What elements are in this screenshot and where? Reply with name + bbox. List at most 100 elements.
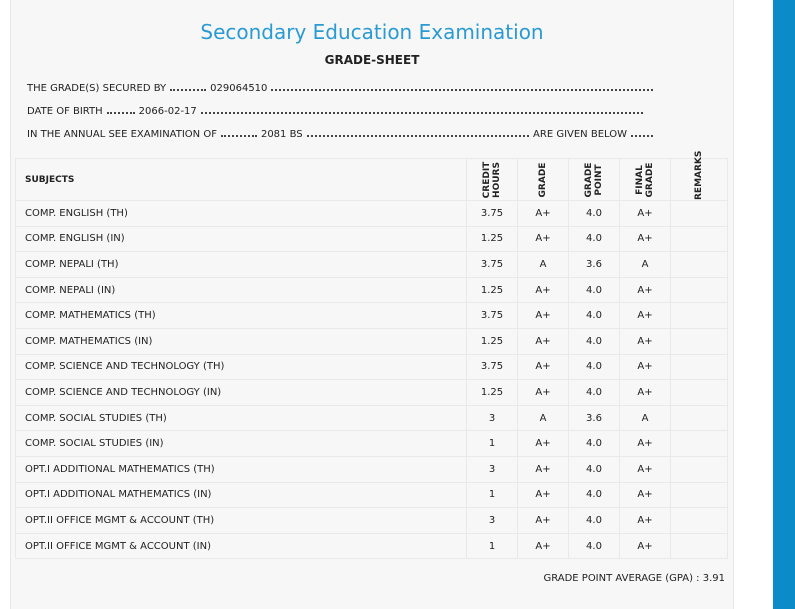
column-header-cell: FINAL GRADE: [619, 158, 671, 201]
cell: A: [619, 404, 671, 432]
row: COMP. SCIENCE AND TECHNOLOGY (TH) 3.75 A+ 4…: [15, 353, 728, 381]
cell: 4.0: [568, 302, 620, 329]
row: COMP. SOCIAL STUDIES (IN) 1 A+ 4.0 A+: [15, 430, 728, 457]
cell: A+: [517, 276, 569, 304]
cell: 3.6: [568, 251, 620, 278]
cell: 4.0: [568, 327, 620, 355]
column-header-cell: GRADE POINT: [568, 158, 620, 201]
cell: A+: [619, 302, 671, 329]
side-bar: [773, 0, 795, 609]
suffix: ARE GIVEN BELOW: [533, 129, 627, 140]
column-header-cell: REMARKS: [670, 150, 728, 201]
subject: COMP. MATHEMATICS (IN): [15, 327, 467, 355]
gpa-value: 3.91: [702, 573, 725, 584]
cell: 3: [466, 455, 518, 483]
row: COMP. MATHEMATICS (TH) 3.75 A+ 4.0 A+: [15, 302, 728, 329]
cell: 4.0: [568, 455, 620, 483]
remarks-cell: [670, 379, 728, 406]
remarks-cell: [670, 507, 728, 534]
row: OPT.I ADDITIONAL MATHEMATICS (IN) 1 A+ 4.0 A…: [15, 481, 728, 509]
cell: A+: [619, 200, 671, 227]
row: COMP. SCIENCE AND TECHNOLOGY (IN) 1.25 A+ 4…: [15, 379, 728, 406]
cell: 3: [466, 404, 518, 432]
label: IN THE ANNUAL SEE EXAMINATION OF: [27, 129, 217, 140]
remarks-cell: [670, 251, 728, 278]
cell: 4.0: [568, 430, 620, 457]
cell: 3: [466, 507, 518, 534]
cell: A+: [517, 455, 569, 483]
row: COMP. MATHEMATICS (IN) 1.25 A+ 4.0 A+: [15, 327, 728, 355]
remarks-cell: [670, 353, 728, 381]
remarks-cell: [670, 276, 728, 304]
info-line: DATE OF BIRTH 2066-02-17: [27, 103, 647, 117]
remarks-cell: [670, 532, 728, 560]
row: OPT.I ADDITIONAL MATHEMATICS (TH) 3 A+ 4.0 A…: [15, 455, 728, 483]
cell: 4.0: [568, 225, 620, 253]
cell: 1: [466, 532, 518, 560]
column-header: REMARKS: [694, 150, 704, 200]
cell: A+: [619, 532, 671, 560]
label: THE GRADE(S) SECURED BY: [27, 83, 167, 94]
grade-sheet: Secondary Education Examination GRADE-SH…: [10, 0, 734, 609]
cell: 3.75: [466, 251, 518, 278]
cell: 1: [466, 430, 518, 457]
subject: COMP. MATHEMATICS (TH): [15, 302, 467, 329]
cell: 4.0: [568, 200, 620, 227]
row: OPT.II OFFICE MGMT & ACCOUNT (IN) 1 A+ 4.0 A…: [15, 532, 728, 560]
cell: A+: [619, 430, 671, 457]
subject: COMP. NEPALI (TH): [15, 251, 467, 278]
cell: 4.0: [568, 532, 620, 560]
cell: 1.25: [466, 225, 518, 253]
column-header-cell: GRADE: [517, 158, 569, 201]
column-header: FINAL GRADE: [635, 162, 655, 197]
subject: OPT.I ADDITIONAL MATHEMATICS (TH): [15, 455, 467, 483]
info-line: IN THE ANNUAL SEE EXAMINATION OF 2081 BS A…: [27, 126, 657, 140]
subject: COMP. ENGLISH (IN): [15, 225, 467, 253]
row: COMP. NEPALI (TH) 3.75 A 3.6 A: [15, 251, 728, 278]
column-header: CREDIT HOURS: [482, 161, 502, 198]
cell: A+: [517, 353, 569, 381]
cell: 4.0: [568, 379, 620, 406]
row: COMP. ENGLISH (TH) 3.75 A+ 4.0 A+: [15, 200, 728, 227]
remarks-cell: [670, 481, 728, 509]
cell: A+: [517, 327, 569, 355]
cell: A+: [517, 302, 569, 329]
cell: A+: [517, 481, 569, 509]
cell: A+: [619, 507, 671, 534]
cell: 3.6: [568, 404, 620, 432]
title: Secondary Education Examination: [200, 20, 544, 44]
cell: 4.0: [568, 353, 620, 381]
value: 2066-02-17: [138, 106, 197, 117]
cell: 4.0: [568, 507, 620, 534]
subject: OPT.II OFFICE MGMT & ACCOUNT (TH): [15, 507, 467, 534]
remarks-cell: [670, 455, 728, 483]
header-row: SUBJECTS CREDIT HOURS GRADE GRADE POINT FINA…: [15, 150, 728, 201]
subject: COMP. SOCIAL STUDIES (TH): [15, 404, 467, 432]
remarks-cell: [670, 327, 728, 355]
gpa: GRADE POINT AVERAGE (GPA) : 3.91: [543, 573, 725, 584]
cell: A+: [517, 430, 569, 457]
cell: A+: [517, 532, 569, 560]
cell: A+: [517, 225, 569, 253]
column-header: GRADE: [538, 162, 548, 198]
row: COMP. NEPALI (IN) 1.25 A+ 4.0 A+: [15, 276, 728, 304]
remarks-cell: [670, 302, 728, 329]
remarks-cell: [670, 200, 728, 227]
row: OPT.II OFFICE MGMT & ACCOUNT (TH) 3 A+ 4.0 A…: [15, 507, 728, 534]
remarks-cell: [670, 225, 728, 253]
cell: A+: [517, 200, 569, 227]
cell: 1.25: [466, 276, 518, 304]
subject: OPT.II OFFICE MGMT & ACCOUNT (IN): [15, 532, 467, 560]
gpa-label: GRADE POINT AVERAGE (GPA) :: [543, 573, 700, 584]
cell: 4.0: [568, 481, 620, 509]
label: DATE OF BIRTH: [27, 106, 103, 117]
cell: A+: [619, 379, 671, 406]
cell: A+: [517, 507, 569, 534]
cell: 1.25: [466, 327, 518, 355]
value: 2081 BS: [260, 129, 303, 140]
cell: 3.75: [466, 200, 518, 227]
column-header-cell: CREDIT HOURS: [466, 158, 518, 201]
subject: OPT.I ADDITIONAL MATHEMATICS (IN): [15, 481, 467, 509]
info-line: THE GRADE(S) SECURED BY 029064510: [27, 80, 657, 94]
